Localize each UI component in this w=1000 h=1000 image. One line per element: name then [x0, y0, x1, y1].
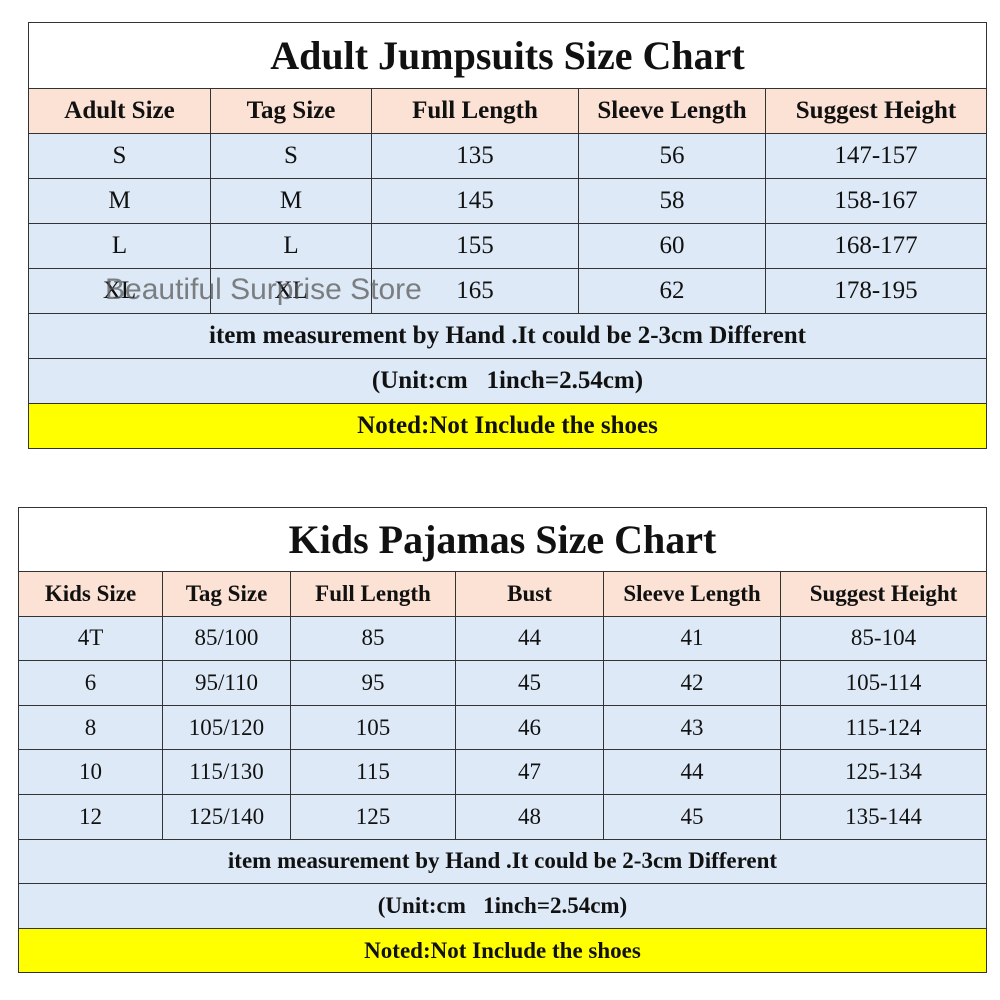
data-cell: M [210, 178, 372, 224]
data-cell: 12 [18, 794, 163, 840]
data-cell: 46 [455, 704, 604, 751]
data-cell: L [28, 223, 211, 269]
data-cell: 115 [290, 749, 456, 795]
data-cell: 85/100 [162, 615, 291, 662]
data-cell: 85 [290, 615, 456, 662]
data-cell: 147-157 [765, 133, 987, 179]
watermark: Beautiful Surprise Store [105, 273, 422, 306]
note: (Unit:cm 1inch=2.54cm) [18, 883, 987, 929]
table-title: Adult Jumpsuits Size Chart [28, 22, 987, 89]
table-title: Kids Pajamas Size Chart [18, 507, 987, 572]
header-cell: Suggest Height [780, 571, 987, 617]
data-cell: 48 [455, 794, 604, 840]
data-cell: XL [210, 268, 372, 314]
data-cell: 8 [18, 704, 163, 751]
data-cell: 168-177 [765, 223, 987, 269]
data-cell: 125/140 [162, 794, 291, 840]
data-cell: 44 [603, 749, 781, 795]
data-cell: L [210, 223, 372, 269]
header-cell: Tag Size [210, 88, 372, 134]
data-cell: 135-144 [780, 794, 987, 840]
header-cell: Adult Size [28, 88, 211, 134]
data-cell: 115-124 [780, 704, 987, 751]
data-cell: 44 [455, 615, 604, 662]
data-cell: S [28, 133, 211, 179]
note: (Unit:cm 1inch=2.54cm) [28, 358, 987, 404]
header-cell: Sleeve Length [603, 571, 781, 617]
data-cell: 105 [290, 704, 456, 751]
header-cell: Full Length [371, 88, 579, 134]
data-cell: 56 [578, 133, 766, 179]
data-cell: 60 [578, 223, 766, 269]
header-cell: Tag Size [162, 571, 291, 617]
data-cell: 115/130 [162, 749, 291, 795]
data-cell: S [210, 133, 372, 179]
data-cell: 58 [578, 178, 766, 224]
data-cell: 135 [371, 133, 579, 179]
data-cell: 165 [371, 268, 579, 314]
data-cell: 145 [371, 178, 579, 224]
data-cell: 62 [578, 268, 766, 314]
note: Noted:Not Include the shoes [28, 403, 987, 449]
data-cell: 42 [603, 660, 781, 706]
data-cell: 45 [455, 660, 604, 706]
data-cell: 85-104 [780, 615, 987, 662]
data-cell: 45 [603, 794, 781, 840]
data-cell: XL [28, 268, 211, 314]
data-cell: 4T [18, 615, 163, 662]
note: item measurement by Hand .It could be 2-… [28, 313, 987, 359]
data-cell: 125 [290, 794, 456, 840]
data-cell: 6 [18, 660, 163, 706]
data-cell: 41 [603, 615, 781, 662]
data-cell: 95 [290, 660, 456, 706]
data-cell: M [28, 178, 211, 224]
data-cell: 105/120 [162, 704, 291, 751]
header-cell: Full Length [290, 571, 456, 617]
data-cell: 10 [18, 749, 163, 795]
data-cell: 95/110 [162, 660, 291, 706]
header-cell: Sleeve Length [578, 88, 766, 134]
header-cell: Suggest Height [765, 88, 987, 134]
data-cell: 155 [371, 223, 579, 269]
note: item measurement by Hand .It could be 2-… [18, 838, 987, 885]
data-cell: 47 [455, 749, 604, 795]
header-cell: Bust [455, 571, 604, 617]
header-cell: Kids Size [18, 571, 163, 617]
note: Noted:Not Include the shoes [18, 927, 987, 974]
data-cell: 125-134 [780, 749, 987, 795]
data-cell: 105-114 [780, 660, 987, 706]
data-cell: 43 [603, 704, 781, 751]
data-cell: 178-195 [765, 268, 987, 314]
data-cell: 158-167 [765, 178, 987, 224]
